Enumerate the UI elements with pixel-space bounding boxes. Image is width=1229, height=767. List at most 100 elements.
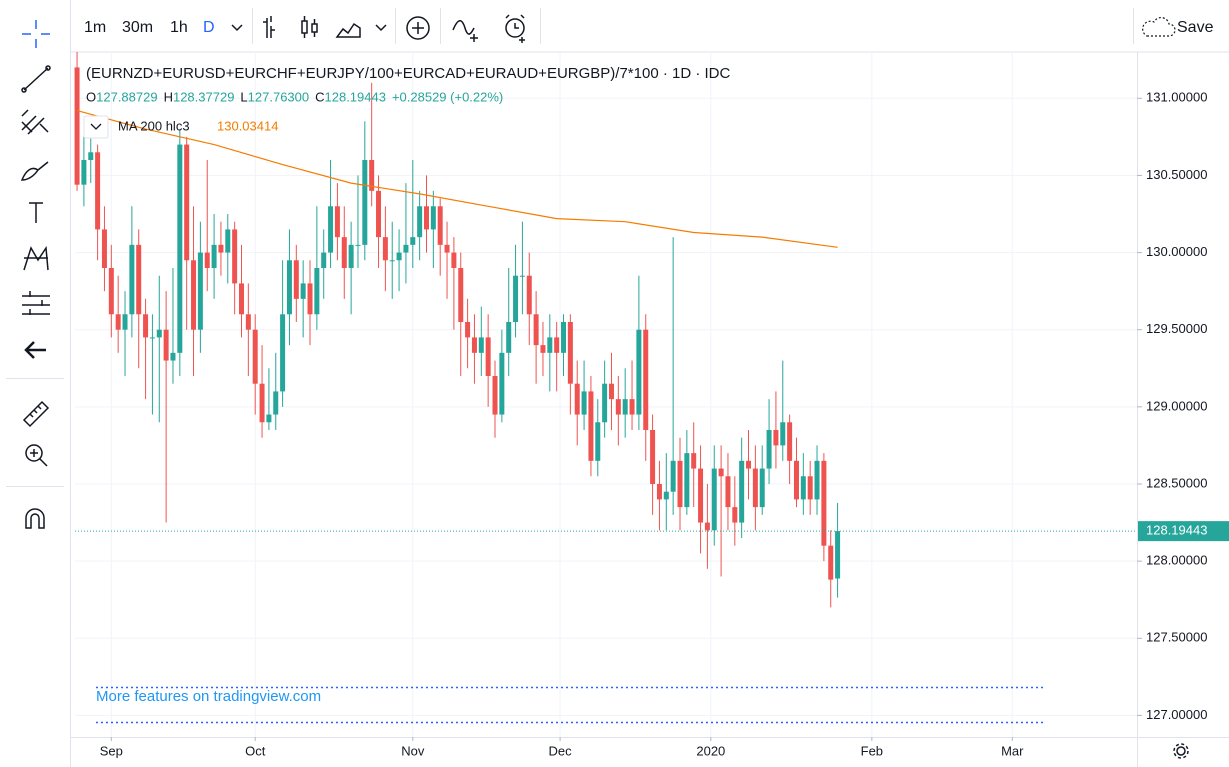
candle-body: [101, 229, 107, 268]
candle-body: [362, 159, 368, 245]
indicators-button[interactable]: [406, 16, 430, 40]
candle-body: [835, 531, 841, 579]
brush-tool[interactable]: [20, 161, 49, 181]
zoom-tool[interactable]: [25, 444, 48, 467]
candle-body: [595, 422, 601, 461]
candle-body: [417, 206, 423, 238]
x-tick-label: Sep: [100, 743, 123, 758]
text-tool[interactable]: [29, 202, 43, 223]
candle-body: [526, 275, 532, 315]
candle-body: [663, 491, 669, 500]
legend-toggle[interactable]: [83, 115, 109, 139]
ma-name: MA 200 hlc3: [118, 118, 190, 133]
candle-body: [581, 391, 587, 415]
candle-body: [561, 321, 567, 353]
legend-toggle-icon: [90, 123, 102, 130]
y-tick-label: 128.50000: [1146, 475, 1207, 490]
candle-body: [629, 399, 635, 415]
ohlc-label: L: [240, 89, 247, 104]
prediction-tool[interactable]: [22, 291, 50, 315]
candle-body: [739, 460, 745, 523]
candle-body: [698, 468, 704, 523]
pattern-tool[interactable]: [23, 245, 49, 271]
candle-body: [430, 206, 436, 230]
candle-body: [286, 260, 292, 315]
frame: [6, 0, 1229, 767]
x-tick-label: Feb: [861, 743, 883, 758]
promo-link[interactable]: More features on tradingview.com: [96, 688, 321, 705]
candle-body: [376, 190, 382, 238]
candle-body: [752, 468, 758, 508]
candle-body: [574, 383, 580, 415]
candle-body: [252, 329, 258, 384]
candle-body: [341, 237, 347, 268]
y-tick-label: 129.50000: [1146, 321, 1207, 336]
x-tick-label: Mar: [1001, 743, 1024, 758]
candle-body: [191, 260, 197, 330]
candle-body: [204, 252, 210, 268]
interval-button[interactable]: 30m: [122, 19, 153, 36]
candles-button[interactable]: [301, 16, 318, 38]
alert-button[interactable]: [505, 14, 525, 43]
area-button[interactable]: [335, 22, 361, 38]
candle-body: [211, 244, 217, 268]
candle-body: [369, 159, 375, 191]
y-tick-label: 128.00000: [1146, 553, 1207, 568]
candle-body: [814, 460, 820, 500]
candle-body: [608, 383, 614, 400]
y-tick-label: 131.00000: [1146, 90, 1207, 105]
candle-body: [88, 152, 94, 160]
candle-body: [225, 229, 231, 253]
interval-button[interactable]: 1m: [84, 19, 106, 36]
ohlc-value: 127.76300: [248, 89, 309, 104]
save-button[interactable]: Save: [1177, 19, 1214, 36]
candle-body: [163, 329, 169, 361]
bars-button[interactable]: [263, 16, 275, 38]
compare-button[interactable]: [452, 20, 478, 42]
candle-body: [149, 337, 155, 339]
candle-body: [232, 229, 238, 284]
candle-body: [759, 468, 765, 508]
chart-type-menu[interactable]: [375, 24, 387, 32]
candle-body: [602, 383, 608, 423]
candle-body: [547, 337, 553, 353]
candle-body: [485, 337, 491, 376]
candle-body: [245, 314, 251, 330]
candle-body: [519, 275, 525, 277]
candle-body: [396, 252, 402, 261]
candle-body: [81, 159, 87, 185]
interval-menu[interactable]: [231, 24, 243, 32]
save-icon[interactable]: [1142, 16, 1176, 37]
candle-body: [828, 545, 834, 580]
candle-body: [513, 275, 519, 322]
candle-body: [334, 206, 340, 238]
candle-body: [403, 244, 409, 253]
candle-body: [122, 314, 128, 330]
candle-body: [465, 321, 471, 338]
candle-body: [437, 206, 443, 245]
measure-tool[interactable]: [22, 400, 50, 428]
ohlc-value: 128.37729: [173, 89, 234, 104]
candle-body: [143, 314, 149, 338]
y-tick-label: 127.50000: [1146, 630, 1207, 645]
trend-line-tool[interactable]: [21, 65, 51, 93]
ohlc-legend: O 127.88729 H 128.37729 L 127.76300 C 128.19443…: [86, 89, 503, 104]
candle-body: [238, 283, 244, 315]
fib-tool[interactable]: [21, 109, 49, 135]
interval-button[interactable]: 1h: [170, 19, 188, 36]
candle-body: [800, 476, 806, 500]
candle-body: [492, 375, 498, 415]
crosshair-tool[interactable]: [22, 20, 50, 48]
candle-body: [554, 337, 560, 353]
candle-body: [471, 337, 477, 353]
ohlc-label: H: [164, 89, 173, 104]
candle-body: [746, 460, 752, 469]
candle-body: [266, 414, 272, 423]
settings-button[interactable]: [1173, 743, 1189, 759]
candle-body: [684, 453, 690, 508]
hide-tool[interactable]: [24, 341, 46, 359]
interval-button[interactable]: D: [203, 19, 215, 36]
magnet-tool[interactable]: [25, 508, 45, 529]
